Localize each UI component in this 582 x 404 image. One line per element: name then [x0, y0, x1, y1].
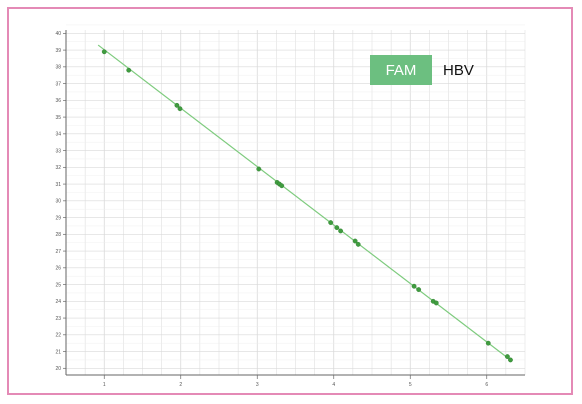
y-tick-label: 26 [55, 266, 61, 272]
y-tick-label: 22 [55, 333, 61, 339]
y-tick-label: 21 [55, 349, 61, 355]
data-point [485, 340, 491, 346]
data-point [256, 166, 262, 172]
data-point [508, 357, 513, 363]
x-tick-label: 6 [485, 382, 488, 388]
data-point [279, 183, 285, 189]
x-tick-label: 2 [179, 382, 182, 388]
x-tick-label: 1 [103, 382, 106, 388]
y-tick-label: 40 [55, 31, 61, 37]
data-point [328, 220, 334, 225]
x-tick-label: 4 [332, 382, 335, 388]
data-point [355, 241, 361, 247]
data-point [416, 287, 422, 292]
axes: 2021222324252627282930313233343536373839… [55, 30, 525, 388]
data-point [352, 238, 358, 244]
legend-channel-badge [370, 55, 432, 85]
legend-target-label: HBV [443, 62, 474, 79]
data-point [177, 106, 183, 112]
y-tick-label: 36 [55, 98, 61, 104]
y-tick-label: 37 [55, 81, 61, 87]
y-tick-label: 35 [55, 115, 61, 121]
legend-channel-label: FAM [386, 62, 417, 79]
data-point [334, 225, 340, 231]
data-point [101, 49, 107, 55]
legend: FAM HBV [370, 55, 474, 85]
y-tick-label: 34 [55, 132, 61, 138]
y-tick-label: 25 [55, 282, 61, 288]
y-tick-label: 32 [55, 165, 61, 171]
data-point [433, 300, 439, 306]
data-point [338, 228, 344, 234]
fit-line [97, 44, 509, 359]
y-tick-label: 24 [55, 299, 61, 305]
y-tick-label: 38 [55, 65, 61, 71]
y-tick-label: 33 [55, 148, 61, 154]
y-tick-label: 28 [55, 232, 61, 238]
x-tick-label: 5 [409, 382, 412, 388]
x-tick-label: 3 [256, 382, 259, 388]
y-tick-label: 23 [55, 316, 61, 322]
y-tick-label: 27 [55, 249, 61, 255]
fit-line-group [97, 44, 509, 359]
y-tick-label: 30 [55, 199, 61, 205]
data-point [411, 283, 417, 289]
y-tick-label: 31 [55, 182, 61, 188]
y-tick-label: 20 [55, 366, 61, 372]
data-point [174, 102, 180, 108]
data-point [505, 354, 510, 359]
data-point [126, 67, 132, 73]
y-tick-label: 39 [55, 48, 61, 54]
y-tick-label: 29 [55, 215, 61, 221]
data-points [101, 49, 513, 363]
